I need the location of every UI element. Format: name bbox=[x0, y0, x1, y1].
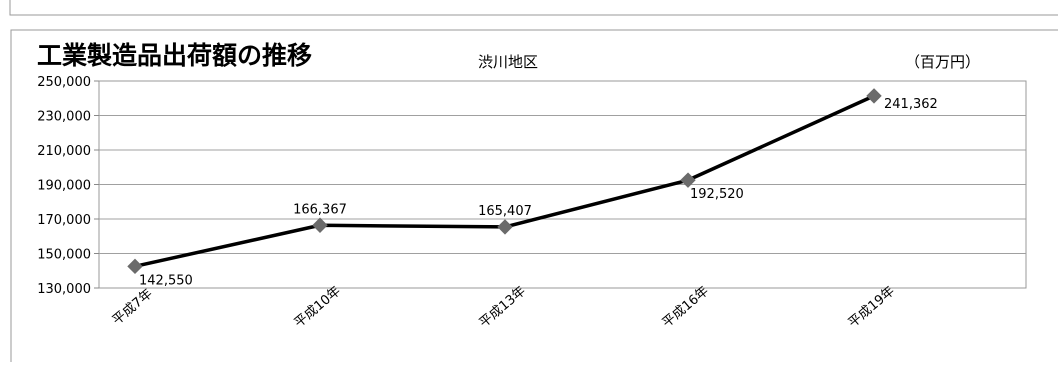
x-tick-label: 平成7年 bbox=[110, 286, 156, 328]
data-point-marker bbox=[127, 258, 143, 275]
unit-label: （百万円） bbox=[905, 53, 980, 71]
data-label: 192,520 bbox=[690, 187, 744, 202]
y-tick-label: 190,000 bbox=[37, 179, 91, 194]
data-point-marker bbox=[866, 88, 882, 104]
data-label: 166,367 bbox=[293, 202, 347, 217]
data-label: 165,407 bbox=[478, 204, 532, 219]
y-tick-label: 150,000 bbox=[37, 248, 91, 263]
data-point-marker bbox=[680, 172, 696, 188]
x-axis-ticks: 平成7年 平成10年 平成13年 平成16年 平成19年 bbox=[110, 284, 898, 331]
y-tick-label: 130,000 bbox=[37, 282, 91, 297]
chart-title: 工業製造品出荷額の推移 bbox=[37, 41, 312, 70]
x-tick-label: 平成16年 bbox=[660, 284, 712, 331]
series-line bbox=[134, 94, 875, 269]
x-tick-label: 平成19年 bbox=[846, 284, 898, 331]
data-label: 142,550 bbox=[139, 273, 193, 288]
data-point-marker bbox=[497, 219, 513, 235]
chart-subtitle: 渋川地区 bbox=[478, 53, 538, 71]
y-tick-label: 250,000 bbox=[37, 75, 91, 90]
y-axis-ticks: 130,000 150,000 170,000 190,000 210,000 230,0… bbox=[37, 75, 99, 297]
data-label: 241,362 bbox=[884, 97, 938, 112]
y-tick-label: 170,000 bbox=[37, 213, 91, 228]
data-point-marker bbox=[312, 217, 328, 233]
x-tick-label: 平成10年 bbox=[292, 284, 344, 331]
y-tick-label: 230,000 bbox=[37, 110, 91, 125]
upper-frame-edge bbox=[9, 0, 1058, 16]
series-group: 142,550 166,367 165,407 192,520 241,362 bbox=[127, 88, 938, 288]
gridlines bbox=[99, 115, 1026, 254]
y-tick-label: 210,000 bbox=[37, 144, 91, 159]
chart-frame-border bbox=[10, 29, 1058, 362]
x-tick-label: 平成13年 bbox=[477, 284, 529, 331]
